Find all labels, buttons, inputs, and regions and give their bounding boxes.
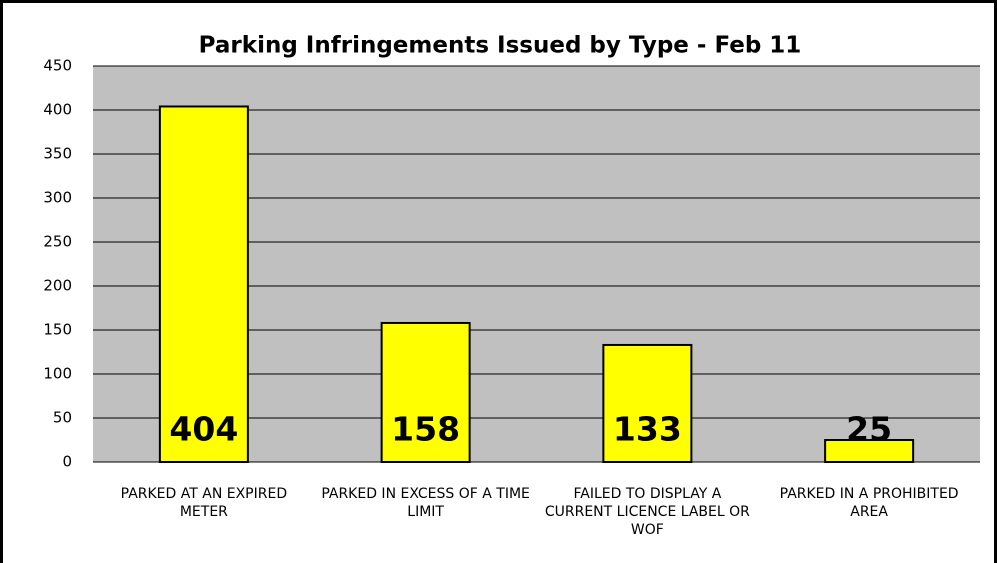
y-tick-label: 300 [43,189,72,207]
y-tick-label: 200 [43,277,72,295]
x-tick-label: FAILED TO DISPLAY A CURRENT LICENCE LABE… [544,486,750,538]
data-label: 404 [169,410,238,449]
y-tick-label: 250 [43,233,72,251]
y-tick-label: 150 [43,321,72,339]
bar [824,439,915,463]
data-label: 133 [613,410,682,449]
y-tick-label: 100 [43,365,72,383]
bar [158,105,249,463]
x-tick-label: PARKED IN EXCESS OF A TIME LIMIT [321,486,530,520]
y-tick-label: 0 [62,453,72,471]
bar [602,343,693,463]
chart-title: Parking Infringements Issued by Type - F… [199,33,802,59]
y-tick-label: 450 [43,57,72,75]
x-tick-label: PARKED IN A PROHIBITED AREA [779,486,959,520]
y-tick-label: 50 [53,409,72,427]
data-label: 158 [391,410,460,449]
y-tick-label: 400 [43,101,72,119]
bar [380,321,471,463]
data-label: 25 [846,410,892,449]
x-tick-label: PARKED AT AN EXPIRED METER [120,486,288,520]
y-tick-label: 350 [43,145,72,163]
